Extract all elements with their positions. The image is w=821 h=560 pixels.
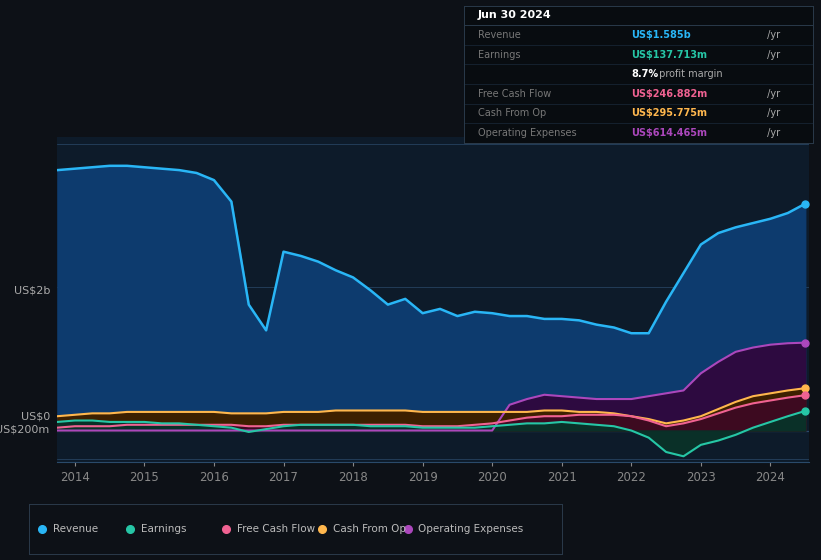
Text: Revenue: Revenue [478, 30, 521, 40]
Text: Operating Expenses: Operating Expenses [419, 524, 524, 534]
Text: US$614.465m: US$614.465m [631, 128, 708, 138]
Text: Operating Expenses: Operating Expenses [478, 128, 576, 138]
Text: Jun 30 2024: Jun 30 2024 [478, 11, 552, 20]
Text: US$246.882m: US$246.882m [631, 89, 708, 99]
Text: /yr: /yr [764, 50, 780, 59]
Text: Earnings: Earnings [478, 50, 521, 59]
Text: Cash From Op: Cash From Op [478, 109, 546, 118]
Text: US$2b: US$2b [14, 286, 50, 296]
Text: -US$200m: -US$200m [0, 424, 50, 434]
Text: Earnings: Earnings [141, 524, 186, 534]
Text: /yr: /yr [764, 128, 780, 138]
Text: US$1.585b: US$1.585b [631, 30, 691, 40]
Text: profit margin: profit margin [656, 69, 722, 79]
Text: US$295.775m: US$295.775m [631, 109, 708, 118]
Text: Free Cash Flow: Free Cash Flow [478, 89, 551, 99]
Text: US$137.713m: US$137.713m [631, 50, 708, 59]
Text: Free Cash Flow: Free Cash Flow [237, 524, 315, 534]
Text: /yr: /yr [764, 109, 780, 118]
Text: 8.7%: 8.7% [631, 69, 658, 79]
Text: /yr: /yr [764, 89, 780, 99]
Text: US$0: US$0 [21, 412, 50, 422]
Text: Cash From Op: Cash From Op [333, 524, 406, 534]
Text: Revenue: Revenue [53, 524, 98, 534]
Text: /yr: /yr [764, 30, 780, 40]
